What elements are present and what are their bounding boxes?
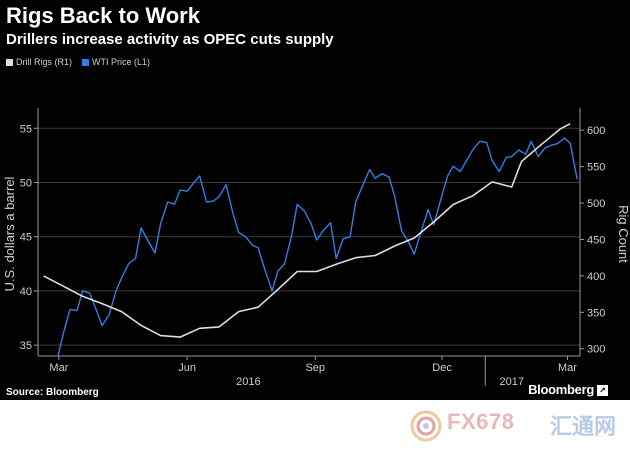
x-tick-label: Mar [558, 362, 577, 374]
legend-swatch-wti [82, 58, 89, 66]
legend: Drill Rigs (R1) WTI Price (L1) [6, 55, 150, 69]
left-tick-label: 55 [20, 123, 32, 135]
legend-swatch-rigs [6, 58, 13, 66]
year-label: 2017 [499, 376, 523, 388]
chart: 35 40 45 50 55 300 350 400 450 500 550 600 Mar Jun Sep… [2, 108, 630, 388]
legend-item-rigs: Drill Rigs (R1) [6, 55, 72, 69]
x-tick-label: Jun [178, 362, 196, 374]
left-axis-title: U.S. dollars a barrel [2, 176, 17, 291]
axes [34, 108, 584, 386]
gridlines [38, 127, 580, 346]
x-tick-label: Mar [49, 362, 68, 374]
share-icon[interactable]: ↗ [597, 385, 608, 396]
x-tick-label: Dec [432, 362, 452, 374]
source-note: Source: Bloomberg [6, 387, 99, 398]
left-tick-label: 35 [20, 340, 32, 352]
right-axis-title: Rig Count [616, 205, 630, 263]
series-line-drill-rigs [43, 122, 571, 338]
right-tick-label: 500 [587, 198, 605, 210]
watermark-cn: 汇通网 [550, 414, 617, 439]
watermark: FX678 汇通网 [400, 400, 630, 450]
right-tick-label: 450 [587, 234, 605, 246]
chart-subtitle: Drillers increase activity as OPEC cuts … [6, 31, 334, 48]
x-tick-label: Sep [305, 362, 325, 374]
legend-label-wti: WTI Price (L1) [92, 57, 151, 67]
right-tick-label: 300 [587, 344, 605, 356]
left-tick-label: 50 [20, 177, 32, 189]
legend-label-rigs: Drill Rigs (R1) [16, 57, 72, 67]
right-tick-label: 350 [587, 307, 605, 319]
left-tick-label: 40 [20, 286, 32, 298]
tick-labels: 35 40 45 50 55 300 350 400 450 500 550 600 Mar Jun Sep… [2, 123, 630, 388]
fx678-logo-icon [410, 410, 442, 442]
right-tick-label: 600 [587, 125, 605, 137]
year-label: 2016 [236, 376, 260, 388]
series [43, 122, 578, 356]
bloomberg-logo: Bloomberg [528, 382, 594, 397]
right-tick-label: 400 [587, 271, 605, 283]
chart-panel: 35 40 45 50 55 300 350 400 450 500 550 600 Mar Jun Sep… [0, 0, 630, 400]
left-tick-label: 45 [20, 232, 32, 244]
series-line-wti-price [57, 137, 578, 356]
chart-title: Rigs Back to Work [6, 3, 200, 28]
right-tick-label: 550 [587, 162, 605, 174]
legend-item-wti: WTI Price (L1) [82, 55, 150, 69]
watermark-brand: FX678 [447, 409, 515, 434]
